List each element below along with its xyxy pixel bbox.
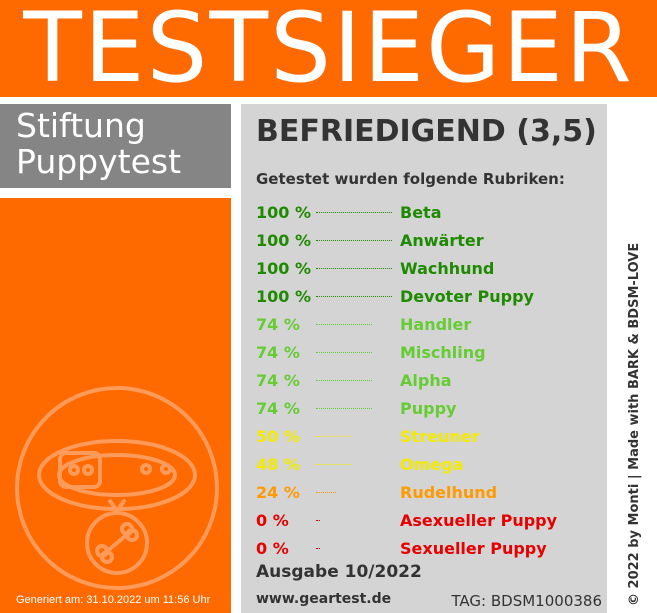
- website-label: www.geartest.de: [256, 591, 392, 607]
- category-row: 24 % Rudelhund: [256, 479, 601, 507]
- category-name: Omega: [400, 455, 464, 474]
- category-percent: 24 %: [256, 483, 300, 502]
- grade-heading: BEFRIEDIGEND (3,5): [256, 114, 597, 149]
- category-name: Rudelhund: [400, 483, 498, 502]
- category-percent: 0 %: [256, 539, 289, 558]
- category-name: Beta: [400, 203, 442, 222]
- category-row: 74 % Mischling: [256, 339, 601, 367]
- category-name: Mischling: [400, 343, 486, 362]
- category-row: 74 % Handler: [256, 311, 601, 339]
- categories-intro: Getestet wurden folgende Rubriken:: [256, 170, 565, 188]
- copyright-label: © 2022 by Monti | Made with BARK & BDSM-…: [627, 242, 642, 606]
- category-name: Puppy: [400, 399, 457, 418]
- category-leader-line: [316, 352, 372, 353]
- category-percent: 100 %: [256, 259, 311, 278]
- category-percent: 100 %: [256, 231, 311, 250]
- category-name: Asexueller Puppy: [400, 511, 558, 530]
- category-leader-line: [316, 520, 320, 521]
- category-row: 74 % Puppy: [256, 395, 601, 423]
- issue-label: Ausgabe 10/2022: [256, 562, 422, 582]
- category-percent: 100 %: [256, 203, 311, 222]
- category-leader-line: [316, 212, 392, 213]
- category-name: Alpha: [400, 371, 452, 390]
- category-leader-line: [316, 240, 392, 241]
- category-percent: 0 %: [256, 511, 289, 530]
- organization-box: [0, 104, 231, 188]
- category-row: 74 % Alpha: [256, 367, 601, 395]
- tag-label: TAG: BDSM1000386: [451, 592, 602, 610]
- category-leader-line: [316, 408, 372, 409]
- organization-line-2: Puppytest: [16, 142, 182, 181]
- category-leader-line: [316, 492, 336, 493]
- category-list: 100 % Beta 100 % Anwärter 100 % Wachhund 100 %…: [256, 199, 601, 563]
- category-leader-line: [316, 548, 320, 549]
- category-name: Wachhund: [400, 259, 495, 278]
- category-percent: 74 %: [256, 343, 300, 362]
- category-row: 48 % Omega: [256, 451, 601, 479]
- organization-line-1: Stiftung: [16, 106, 146, 145]
- banner-title: TESTSIEGER: [23, 0, 634, 104]
- category-row: 100 % Wachhund: [256, 255, 601, 283]
- category-row: 50 % Streuner: [256, 423, 601, 451]
- category-percent: 74 %: [256, 315, 300, 334]
- banner: TESTSIEGER: [0, 0, 657, 97]
- category-row: 100 % Beta: [256, 199, 601, 227]
- category-name: Handler: [400, 315, 472, 334]
- category-leader-line: [316, 324, 372, 325]
- category-percent: 48 %: [256, 455, 300, 474]
- category-leader-line: [316, 268, 392, 269]
- category-leader-line: [316, 436, 352, 437]
- category-leader-line: [316, 380, 372, 381]
- category-row: 100 % Devoter Puppy: [256, 283, 601, 311]
- category-percent: 74 %: [256, 371, 300, 390]
- category-row: 0 % Asexueller Puppy: [256, 507, 601, 535]
- organization-name: Stiftung Puppytest: [16, 108, 181, 180]
- category-name: Sexueller Puppy: [400, 539, 547, 558]
- category-name: Anwärter: [400, 231, 484, 250]
- category-name: Streuner: [400, 427, 480, 446]
- category-leader-line: [316, 296, 392, 297]
- category-row: 100 % Anwärter: [256, 227, 601, 255]
- dog-collar-icon: [15, 386, 219, 590]
- category-row: 0 % Sexueller Puppy: [256, 535, 601, 563]
- category-name: Devoter Puppy: [400, 287, 534, 306]
- generated-timestamp: Generiert am: 31.10.2022 um 11:56 Uhr: [16, 594, 211, 606]
- category-percent: 50 %: [256, 427, 300, 446]
- category-percent: 100 %: [256, 287, 311, 306]
- result-card: [241, 104, 607, 613]
- category-percent: 74 %: [256, 399, 300, 418]
- category-leader-line: [316, 464, 352, 465]
